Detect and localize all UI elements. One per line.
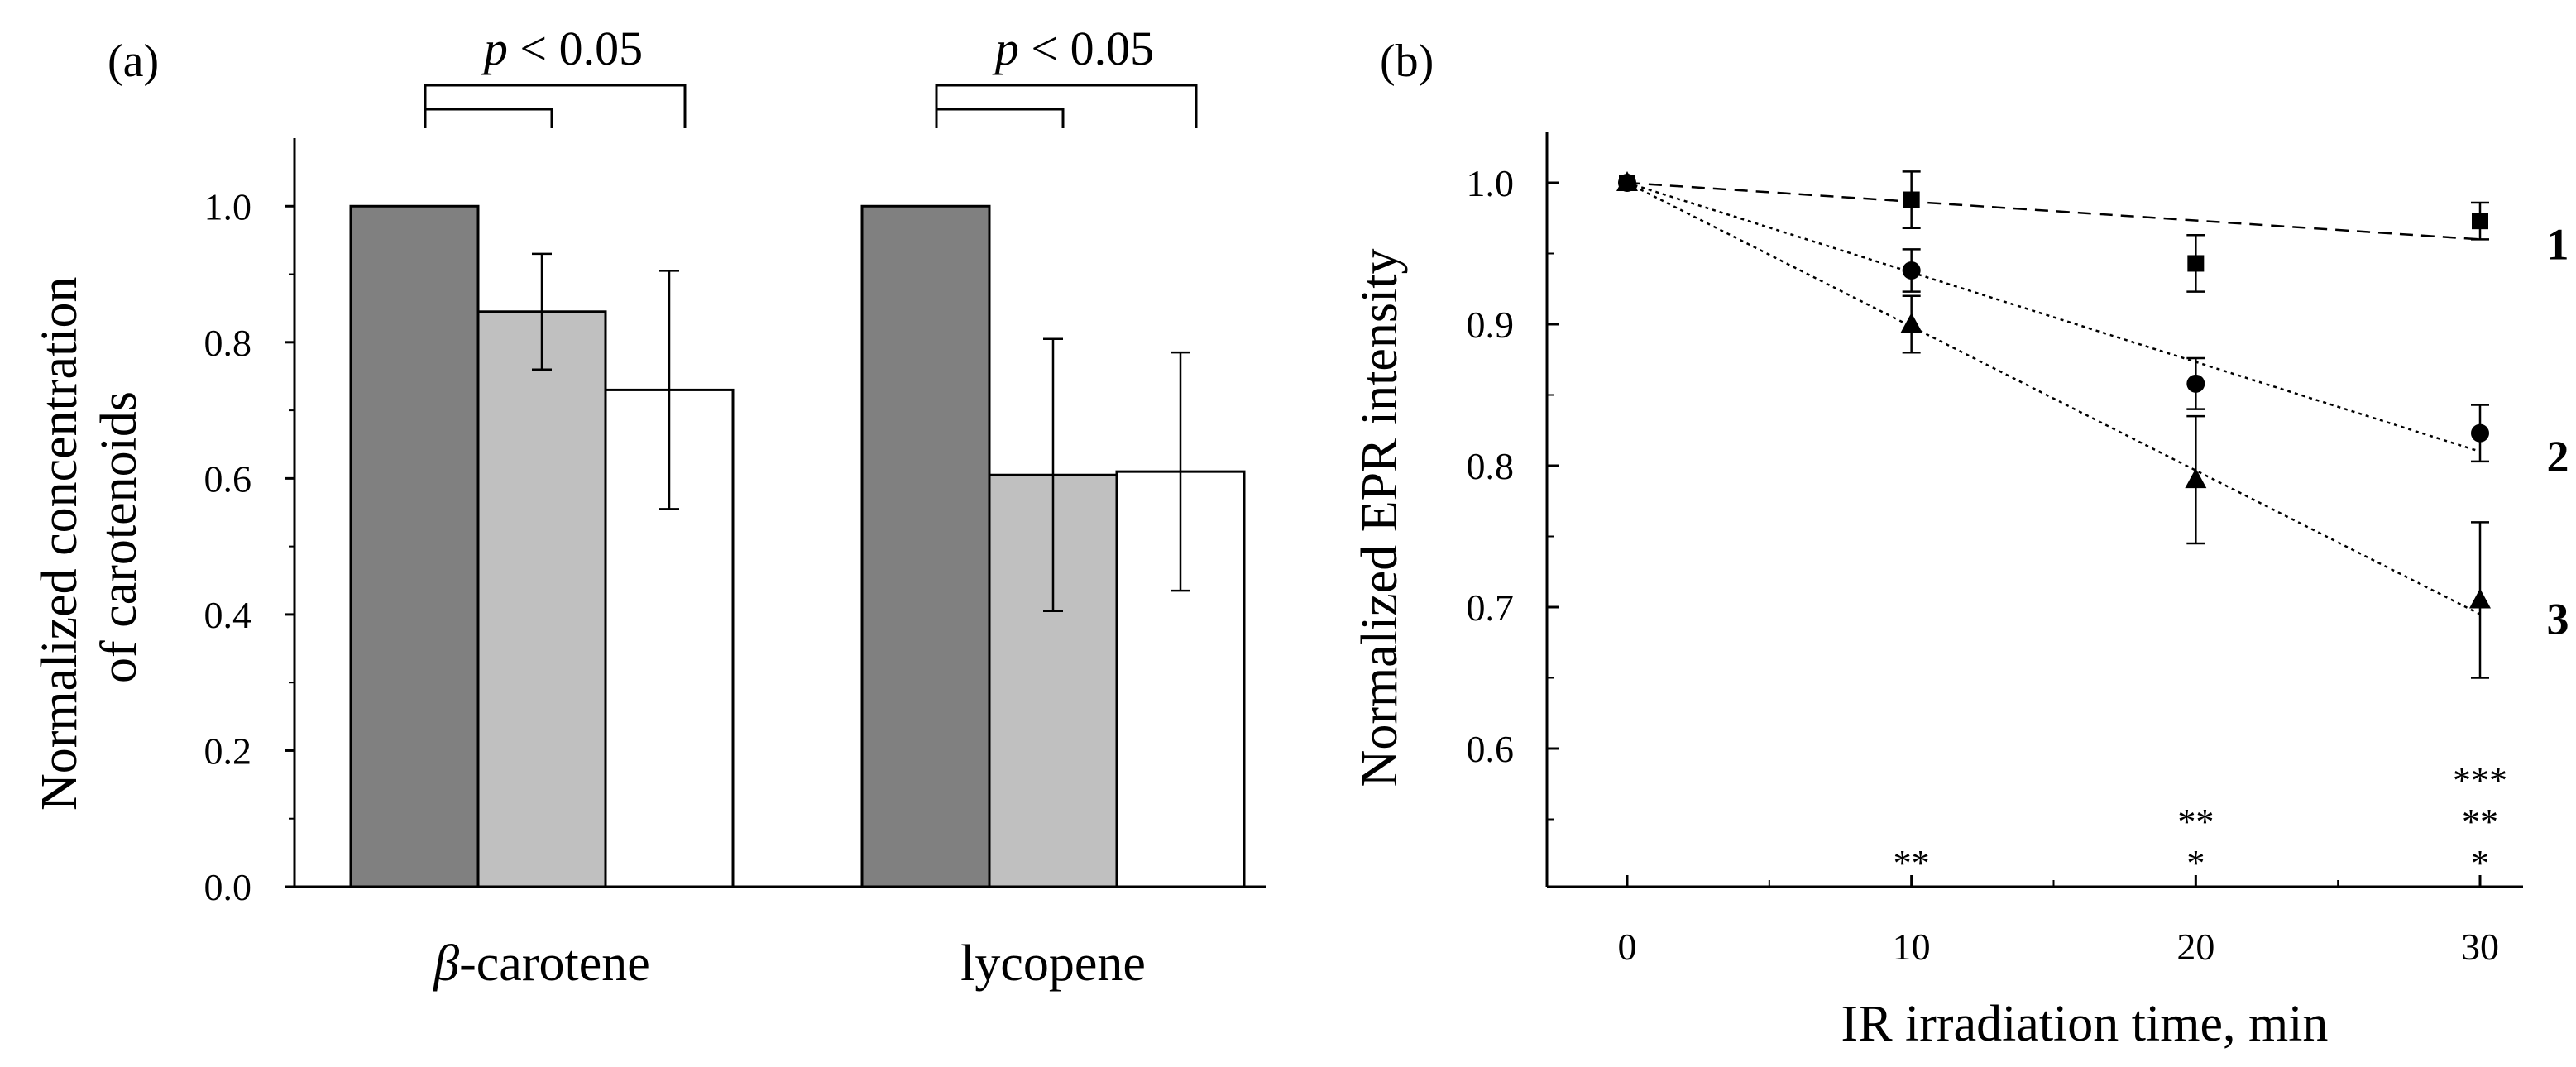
panel-b-x-tick-label: 30	[2461, 926, 2499, 968]
significance-bracket-outer	[424, 84, 687, 128]
category-label-text: lycopene	[960, 935, 1146, 992]
significance-bracket-inner	[936, 108, 1065, 128]
series-label-1: 1	[2547, 219, 2569, 269]
point-square	[1903, 191, 1920, 208]
panel-b-x-tick-label: 0	[1618, 926, 1637, 968]
significance-label-rest: < 0.05	[1019, 22, 1154, 75]
panel-a: (a) Normalized concentration of caroteno…	[31, 22, 1266, 992]
panel-a-bars	[349, 204, 1246, 888]
point-circle	[2471, 423, 2489, 443]
panel-a-y-tick-label: 0.0	[204, 866, 252, 908]
panel-a-category-labels: β-carotene lycopene	[433, 935, 1146, 992]
point-triangle	[1900, 313, 1922, 333]
significance-bracket-inner	[425, 108, 553, 128]
panel-b-label: (b)	[1380, 36, 1434, 87]
significance-label: p < 0.05	[481, 22, 643, 75]
point-triangle	[2185, 468, 2207, 489]
panel-b-series-labels: 1 2 3	[2547, 219, 2569, 644]
bar	[476, 310, 607, 888]
panel-b-y-tick-label: 1.0	[1467, 162, 1515, 204]
panel-a-y-tick-label: 0.8	[204, 322, 252, 364]
point-square	[2472, 213, 2488, 230]
series-label-3: 3	[2547, 595, 2569, 644]
fit-line-series-1	[1626, 181, 2481, 241]
fit-line-series-3	[1626, 181, 2481, 615]
bar	[860, 204, 991, 888]
panel-a-y-tick-label: 0.6	[204, 457, 252, 500]
panel-b: (b) Normalized EPR intensity IR irradiat…	[1352, 36, 2569, 1052]
panel-a-significance: p < 0.05 p < 0.05	[424, 22, 1198, 128]
significance-stars: *	[2186, 843, 2205, 883]
panel-b-x-axis-title: IR irradiation time, min	[1841, 996, 2329, 1052]
panel-b-y-tick-label: 0.6	[1467, 728, 1515, 770]
panel-b-x-tick-label: 10	[1893, 926, 1931, 968]
panel-a-y-axis-title-line2: of carotenoids	[91, 391, 147, 683]
significance-stars: **	[2462, 801, 2498, 842]
panel-b-fit-lines	[1626, 181, 2481, 615]
panel-b-points	[1616, 170, 2491, 679]
significance-stars: **	[2177, 801, 2214, 842]
panel-b-axes: 0.6 0.7 0.8 0.9 1.0 0 10 20 30	[1467, 132, 2523, 968]
panel-a-y-tick-label: 1.0	[204, 185, 252, 227]
panel-b-y-tick-label: 0.9	[1467, 304, 1515, 346]
significance-label-rest: < 0.05	[508, 22, 643, 75]
panel-a-y-tick-label: 0.4	[204, 594, 252, 636]
panel-b-y-tick-label: 0.7	[1467, 586, 1515, 629]
significance-bracket-outer	[935, 84, 1198, 128]
panel-b-x-tick-label: 20	[2176, 926, 2214, 968]
significance-stars: **	[1894, 843, 1930, 883]
category-label-prefix: β	[433, 935, 459, 992]
fit-line-series-2	[1626, 181, 2481, 453]
panel-a-label: (a)	[108, 36, 159, 87]
point-square	[2187, 255, 2205, 272]
significance-label: p < 0.05	[992, 22, 1154, 75]
point-triangle	[1616, 171, 1638, 191]
category-label: β-carotene	[433, 935, 649, 992]
significance-stars: ***	[2453, 760, 2507, 801]
significance-stars: *	[2471, 843, 2489, 883]
category-label: lycopene	[960, 935, 1146, 992]
point-circle	[1902, 261, 1921, 280]
series-label-2: 2	[2547, 432, 2569, 481]
significance-label-p: p	[481, 22, 508, 75]
panel-b-y-tick-label: 0.8	[1467, 445, 1515, 487]
significance-label-p: p	[992, 22, 1019, 75]
panel-a-y-axis-title: Normalized concentration of carotenoids	[31, 264, 147, 811]
point-circle	[2186, 374, 2205, 393]
panel-a-y-axis-title-line1: Normalized concentration	[31, 276, 88, 811]
panel-b-y-axis-title: Normalized EPR intensity	[1352, 249, 1408, 787]
panel-b-annotations: ***********	[1894, 760, 2507, 883]
bar	[349, 204, 480, 888]
panel-a-y-tick-label: 0.2	[204, 730, 252, 772]
point-triangle	[2469, 588, 2491, 609]
panel-a-axes: 0.0 0.2 0.4 0.6 0.8 1.0	[204, 138, 1266, 908]
category-label-text: -carotene	[459, 935, 650, 992]
